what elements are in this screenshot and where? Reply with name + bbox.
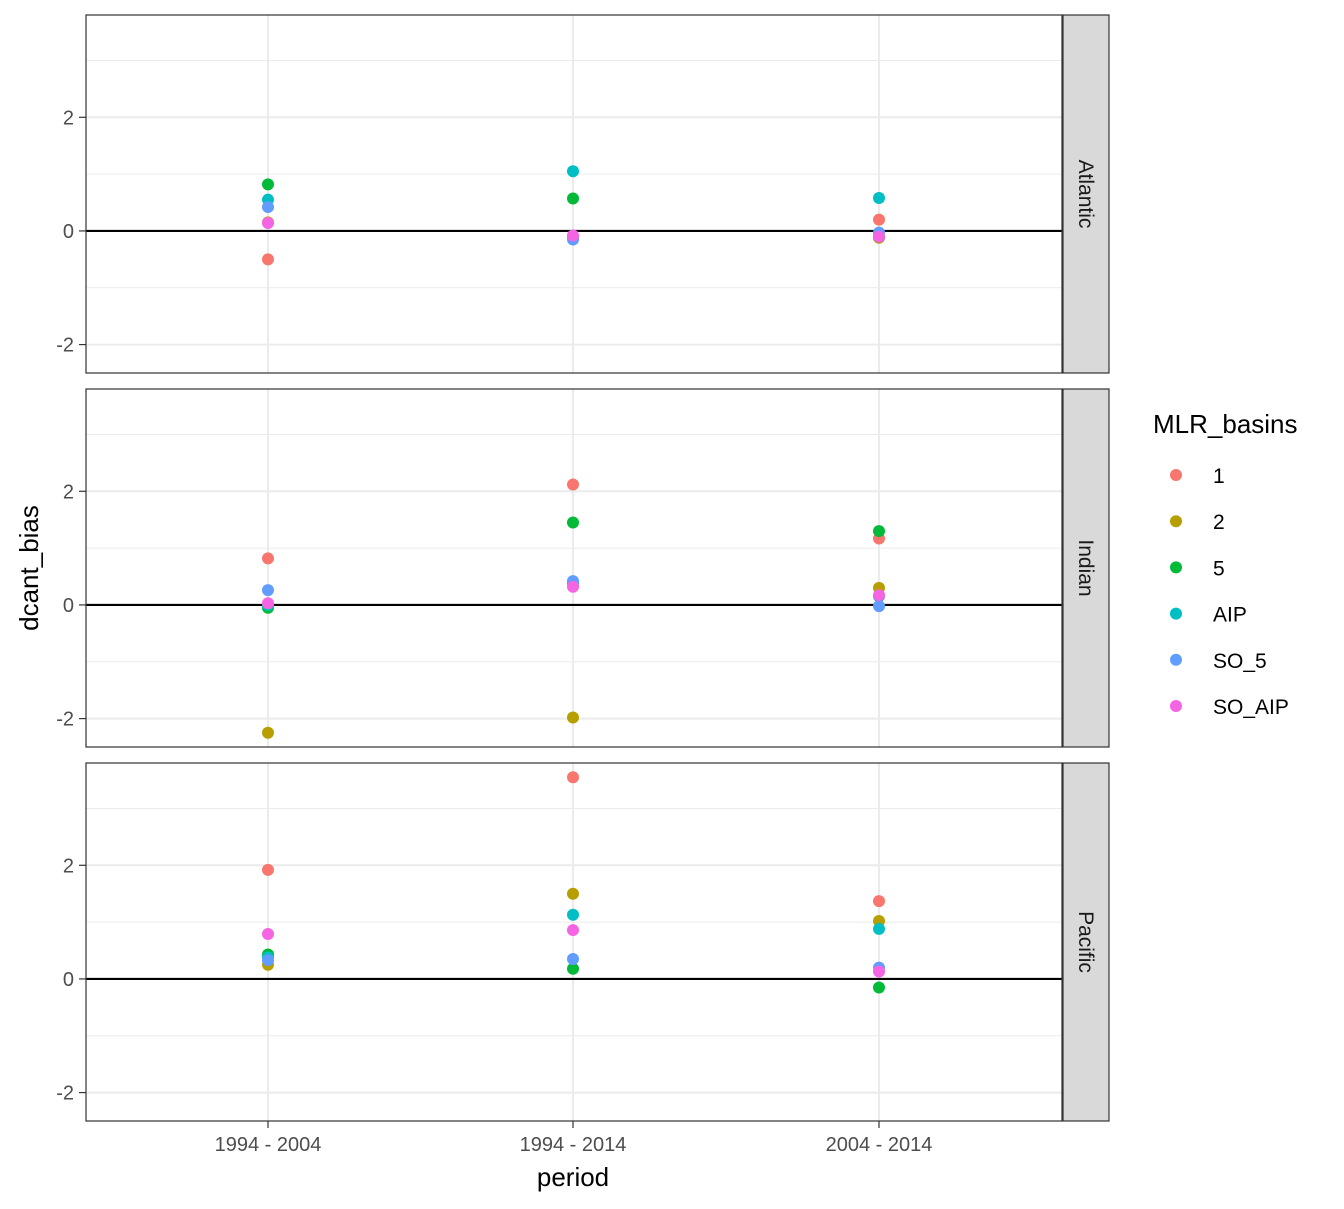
y-tick-label: 0 [63, 595, 74, 617]
point-pacific-so_5-2 [567, 953, 579, 966]
legend: MLR_basins 1 2 5 AIP SO_5 SO_AIP [1153, 409, 1298, 719]
point-indian-2-1 [262, 726, 274, 739]
point-pacific-aip-2 [567, 908, 579, 921]
point-indian-so_aip-3 [873, 589, 885, 602]
x-axis: 1994 - 2004 1994 - 2014 2004 - 2014 [215, 1121, 933, 1156]
point-atlantic-1-3 [873, 213, 885, 226]
point-pacific-5-3 [873, 981, 885, 994]
point-pacific-so_aip-3 [873, 965, 885, 978]
panel-indian: Indian -2 0 2 [56, 388, 1110, 748]
facet-strip-label: Atlantic [1074, 160, 1097, 229]
legend-label-so_5: SO_5 [1213, 650, 1267, 673]
point-pacific-so_5-1 [262, 954, 274, 967]
point-atlantic-aip-3 [873, 191, 885, 204]
point-atlantic-so_aip-1 [262, 216, 274, 229]
point-indian-5-3 [873, 525, 885, 538]
point-indian-1-1 [262, 552, 274, 565]
point-atlantic-aip-2 [567, 165, 579, 178]
panel-atlantic: Atlantic -2 0 2 [56, 14, 1110, 374]
y-tick-label: 2 [63, 855, 74, 877]
legend-label-2: 2 [1213, 511, 1225, 534]
point-pacific-5-2 [567, 962, 579, 975]
point-pacific-so_aip-1 [262, 928, 274, 941]
point-indian-so_5-3 [873, 600, 885, 613]
legend-items: 1 2 5 AIP SO_5 SO_AIP [1170, 465, 1289, 719]
point-pacific-1-2 [567, 771, 579, 784]
panel-border [85, 14, 1063, 374]
point-atlantic-5-1 [262, 178, 274, 191]
point-pacific-2-2 [567, 887, 579, 900]
legend-label-5: 5 [1213, 557, 1225, 580]
point-indian-so_aip-1 [262, 597, 274, 610]
legend-key-so_aip [1170, 700, 1182, 712]
point-atlantic-1-1 [262, 253, 274, 266]
y-tick-label: 0 [63, 221, 74, 243]
facet-strip [1062, 388, 1110, 748]
legend-title: MLR_basins [1153, 409, 1298, 439]
y-tick-label: 2 [63, 107, 74, 129]
legend-key-1 [1170, 469, 1182, 481]
facet-strip-label: Pacific [1074, 911, 1097, 973]
legend-key-2 [1170, 515, 1182, 528]
point-pacific-1-3 [873, 895, 885, 908]
facet-strip [1062, 762, 1110, 1122]
y-axis-title: dcant_bias [14, 505, 44, 631]
legend-label-so_aip: SO_AIP [1213, 696, 1289, 719]
x-axis-title: period [537, 1162, 609, 1192]
point-atlantic-so_5-1 [262, 201, 274, 214]
point-atlantic-5-2 [567, 192, 579, 205]
panel-pacific: Pacific -2 0 2 [56, 762, 1110, 1122]
y-tick-label: -2 [56, 1083, 74, 1105]
point-indian-so_aip-2 [567, 580, 579, 593]
y-tick-label: -2 [56, 335, 74, 357]
point-indian-so_5-1 [262, 584, 274, 597]
legend-key-5 [1170, 561, 1182, 574]
point-atlantic-so_aip-3 [873, 230, 885, 243]
panel-border [85, 388, 1063, 748]
x-tick-label: 2004 - 2014 [826, 1134, 933, 1156]
legend-label-aip: AIP [1213, 604, 1247, 627]
y-tick-label: -2 [56, 709, 74, 731]
y-tick-label: 0 [63, 969, 74, 991]
legend-key-so_5 [1170, 653, 1182, 666]
legend-key-aip [1170, 607, 1182, 620]
legend-label-1: 1 [1213, 465, 1225, 488]
facet-strip-label: Indian [1074, 539, 1097, 596]
point-indian-1-2 [567, 478, 579, 491]
point-pacific-1-1 [262, 863, 274, 876]
panel-border [85, 762, 1063, 1122]
facet-panels: Atlantic -2 0 2 Indian -2 0 2 Pacific -2 0 2 [56, 14, 1110, 1122]
point-indian-5-2 [567, 516, 579, 529]
point-indian-2-2 [567, 711, 579, 724]
y-tick-label: 2 [63, 481, 74, 503]
x-tick-label: 1994 - 2004 [215, 1134, 322, 1156]
point-pacific-so_aip-2 [567, 924, 579, 937]
x-tick-label: 1994 - 2014 [520, 1134, 627, 1156]
point-atlantic-so_aip-2 [567, 229, 579, 242]
facet-strip [1062, 14, 1110, 374]
point-pacific-aip-3 [873, 922, 885, 935]
